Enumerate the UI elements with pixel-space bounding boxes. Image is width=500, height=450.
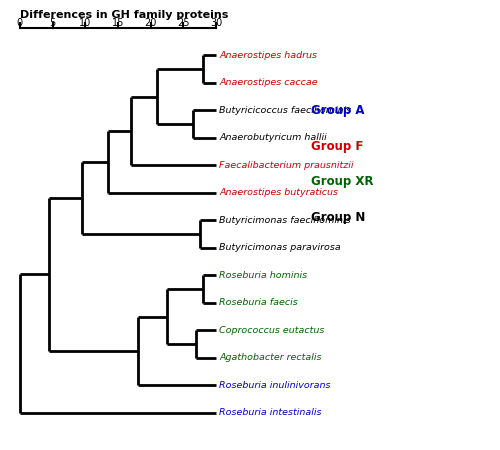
Text: Butyricimonas faecihominis: Butyricimonas faecihominis — [220, 216, 351, 225]
Text: Anaerostipes hadrus: Anaerostipes hadrus — [220, 51, 318, 60]
Text: 10: 10 — [79, 18, 92, 28]
Text: 15: 15 — [112, 18, 124, 28]
Text: 20: 20 — [144, 18, 157, 28]
Text: Group N: Group N — [311, 211, 366, 224]
Text: Roseburia intestinalis: Roseburia intestinalis — [220, 408, 322, 417]
Text: 5: 5 — [50, 18, 56, 28]
Text: Group XR: Group XR — [311, 175, 374, 188]
Text: 0: 0 — [17, 18, 23, 28]
Text: Roseburia faecis: Roseburia faecis — [220, 298, 298, 307]
Text: Group A: Group A — [311, 104, 364, 117]
Text: Anaerobutyricum hallii: Anaerobutyricum hallii — [220, 133, 327, 142]
Text: Roseburia hominis: Roseburia hominis — [220, 271, 308, 280]
Text: Faecalibacterium prausnitzii: Faecalibacterium prausnitzii — [220, 161, 354, 170]
Text: 25: 25 — [177, 18, 190, 28]
Text: Anaerostipes caccae: Anaerostipes caccae — [220, 78, 318, 87]
Text: Group F: Group F — [311, 140, 364, 153]
Text: Butyricimonas paravirosa: Butyricimonas paravirosa — [220, 243, 341, 252]
Text: Differences in GH family proteins: Differences in GH family proteins — [20, 10, 228, 20]
Text: Anaerostipes butyraticus: Anaerostipes butyraticus — [220, 188, 338, 197]
Text: 30: 30 — [210, 18, 222, 28]
Text: Coprococcus eutactus: Coprococcus eutactus — [220, 326, 324, 335]
Text: Agathobacter rectalis: Agathobacter rectalis — [220, 353, 322, 362]
Text: Roseburia inulinivorans: Roseburia inulinivorans — [220, 381, 331, 390]
Text: Butyricicoccus faecihominis: Butyricicoccus faecihominis — [220, 106, 352, 115]
